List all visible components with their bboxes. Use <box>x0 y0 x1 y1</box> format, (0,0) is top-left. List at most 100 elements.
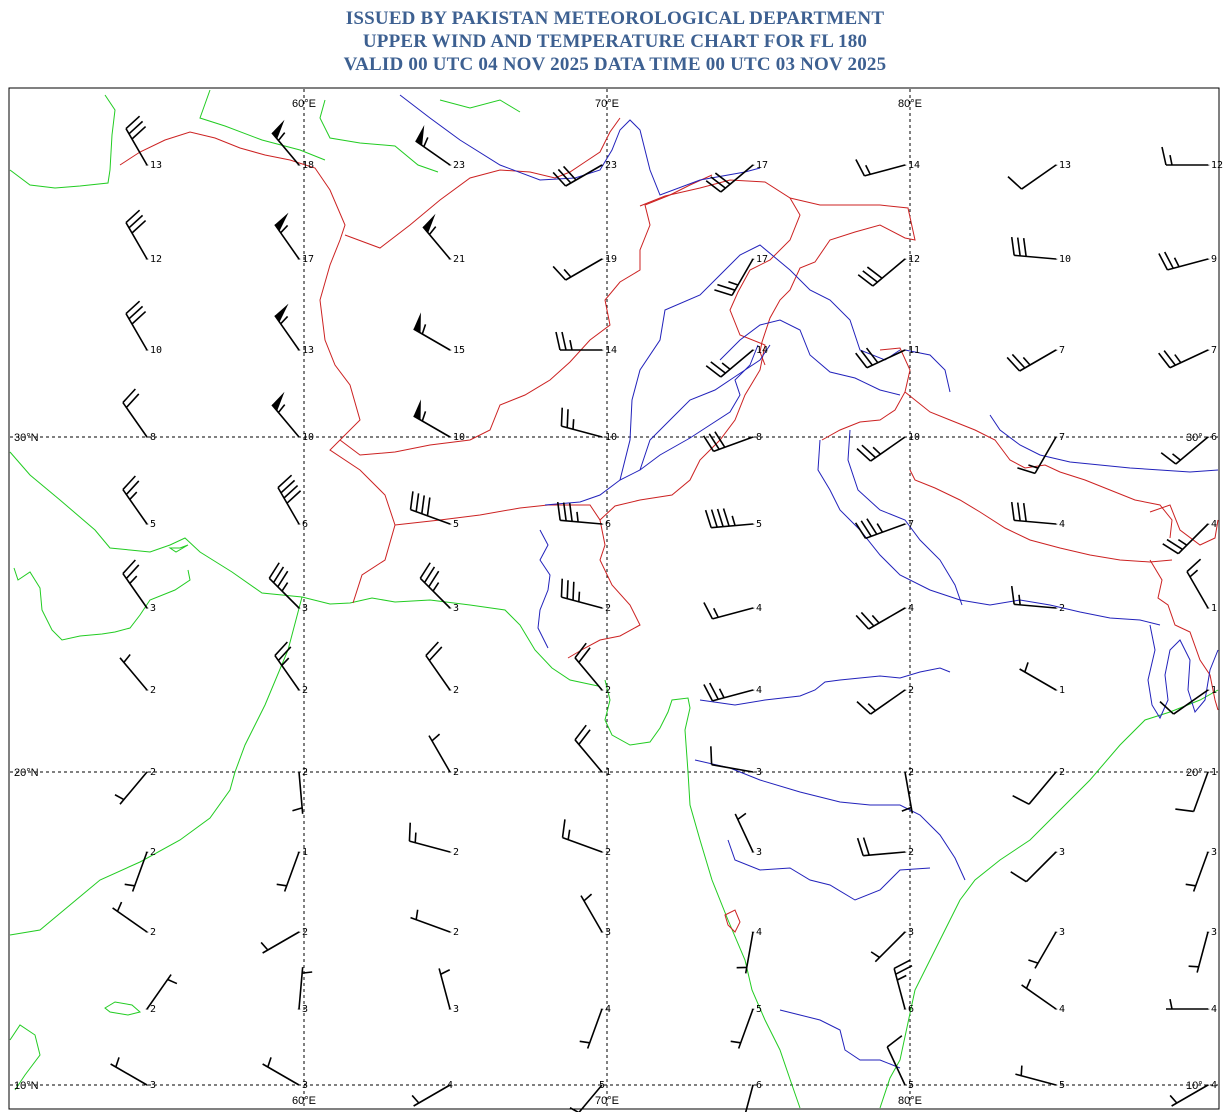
wind-barb-half <box>901 806 912 812</box>
station-2-1: -13 <box>274 303 314 356</box>
wind-barb-full <box>1158 352 1171 369</box>
wind-barb-half <box>572 419 575 430</box>
station-temperature: -4 <box>1053 1004 1065 1015</box>
wind-barb-staff <box>565 258 603 281</box>
station-temperature: -2 <box>1053 767 1065 778</box>
wind-barb-staff <box>561 596 603 609</box>
wind-barb-half <box>428 226 437 235</box>
station-temperature: -9 <box>1205 254 1217 265</box>
wind-barb-staff <box>1015 1073 1057 1086</box>
wind-barb-full <box>703 602 714 620</box>
wind-barb-half <box>567 829 571 840</box>
wind-barb-staff <box>415 140 451 166</box>
station-temperature: -2 <box>447 927 459 938</box>
station-temperature: -12 <box>1205 160 1223 171</box>
wind-barb-half <box>1188 965 1199 968</box>
station-temperature: -5 <box>1053 1080 1065 1091</box>
station-4-0: -5 <box>122 475 156 530</box>
station-temperature: -4 <box>750 685 762 696</box>
horn-of-africa-coast <box>9 1024 41 1091</box>
wind-barb-staff <box>562 836 603 853</box>
wind-pennant <box>274 212 289 232</box>
station-temperature: -5 <box>750 1004 762 1015</box>
wind-barb-full <box>1175 808 1194 813</box>
station-2-4: -14 <box>705 345 768 378</box>
wind-barb-half <box>1028 464 1039 469</box>
wind-barb-staff <box>1034 436 1057 474</box>
pak-iran-south-border <box>394 504 641 659</box>
station-temperature: -3 <box>902 927 914 938</box>
wind-barb-full <box>574 642 587 659</box>
wind-barb-half <box>124 883 135 887</box>
wind-barb-staff <box>874 931 906 963</box>
station-temperature: -3 <box>144 603 156 614</box>
station-temperature: -8 <box>750 432 762 443</box>
station-5-6: -2 <box>1010 585 1065 614</box>
station-9-5: -3 <box>870 927 914 963</box>
narmada-river <box>699 667 951 706</box>
wind-barb-half <box>737 812 747 821</box>
station-0-6: -13 <box>1007 160 1071 190</box>
mahanadi-river <box>694 759 966 881</box>
station-temperature: -3 <box>1205 847 1217 858</box>
ravi-river <box>639 344 771 471</box>
station-temperature: -3 <box>296 603 308 614</box>
station-temperature: -1 <box>1205 767 1217 778</box>
station-temperature: 5 <box>599 1080 605 1091</box>
wind-barb-full <box>1161 146 1167 166</box>
wind-barb-full <box>572 581 575 601</box>
validity-line: VALID 00 UTC 04 NOV 2025 DATA TIME 00 UT… <box>343 54 887 75</box>
wind-barb-staff <box>1028 771 1057 805</box>
india-west-coast <box>604 679 801 1109</box>
wind-barb-half <box>414 832 417 843</box>
afghanistan-north-border <box>344 117 621 249</box>
station-4-7: -4 <box>1162 519 1217 555</box>
station-temperature: -3 <box>599 927 611 938</box>
lat-label-10n: 10°N <box>14 1080 39 1092</box>
station-3-1: -10 <box>271 391 314 443</box>
map-frame <box>8 87 1220 1110</box>
wind-pennant <box>274 303 289 323</box>
wind-barb-staff <box>1021 164 1057 190</box>
station-temperature: -7 <box>902 519 914 530</box>
wind-barb-full <box>704 509 712 528</box>
station-11-2: 4 <box>411 1080 453 1107</box>
wind-barb-full <box>1017 467 1036 475</box>
gulf-island <box>168 544 189 553</box>
wind-barb-half <box>1172 453 1181 461</box>
wind-barb-full <box>1159 701 1175 715</box>
station-11-1: -3 <box>262 1057 308 1091</box>
wind-barb-full <box>1166 538 1183 551</box>
station-temperature: -3 <box>447 1004 459 1015</box>
wind-barb-half <box>114 794 125 801</box>
wind-barb-full <box>428 646 443 662</box>
iran-border <box>119 131 396 604</box>
lon-label-80e-bottom: 80°E <box>898 1095 922 1107</box>
station-temperature: -1 <box>1053 685 1065 696</box>
wind-barb-full <box>714 431 726 448</box>
wind-barb-half <box>1169 998 1173 1010</box>
station-1-4: -17 <box>714 254 768 297</box>
wind-barb-staff <box>122 402 148 438</box>
station-8-6: -3 <box>1010 847 1065 883</box>
oman-gulf-coast <box>13 567 191 641</box>
wind-barb-half <box>569 339 573 351</box>
wind-barb-staff <box>146 974 172 1010</box>
station-6-2: -2 <box>425 641 459 696</box>
wind-barb-half <box>1020 1065 1023 1076</box>
station-5-7: -1 <box>1186 558 1217 614</box>
station-temperature: -1 <box>1205 603 1217 614</box>
wind-barb-full <box>409 491 414 510</box>
wind-barb-staff <box>271 132 300 166</box>
station-temperature: -3 <box>1205 927 1217 938</box>
wind-barb-staff <box>1014 519 1057 525</box>
wind-barb-half <box>1177 538 1188 546</box>
wind-barb-staff <box>886 1046 906 1086</box>
station-temperature: -21 <box>447 254 465 265</box>
wind-barb-full <box>717 283 736 291</box>
wind-barb-full <box>131 125 147 140</box>
lon-label-70e-top: 70°E <box>595 98 619 110</box>
lat-label-30-right: 30° <box>1186 432 1203 444</box>
station-temperature: -2 <box>144 1004 156 1015</box>
station-temperature: -10 <box>447 432 465 443</box>
